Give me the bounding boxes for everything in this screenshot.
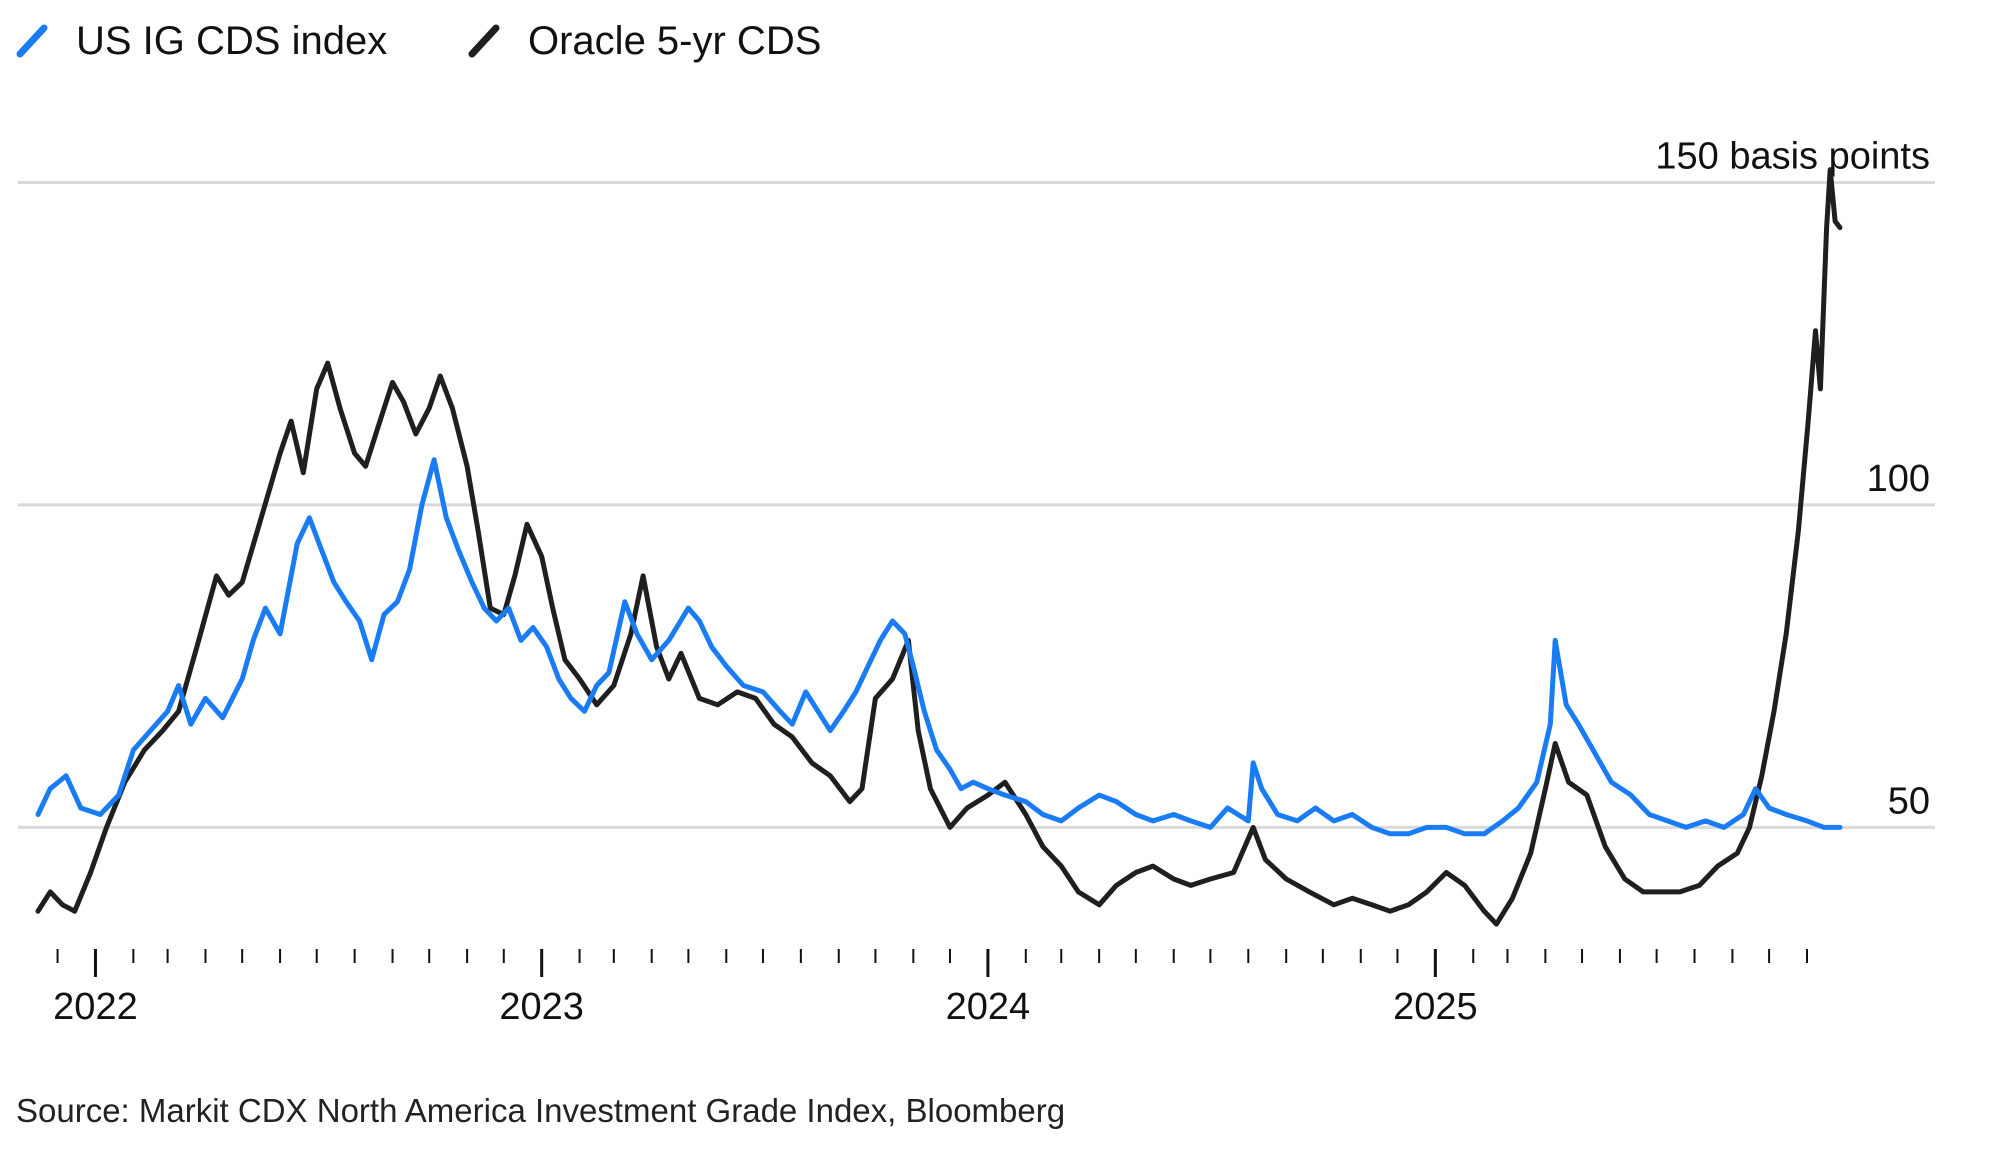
legend-label-us-ig: US IG CDS index: [76, 19, 387, 63]
y-axis-labels: 50 100 150 basis points: [1655, 135, 1930, 822]
legend-item-us-ig: US IG CDS index: [16, 19, 387, 63]
y-tick-label-150: 150 basis points: [1655, 135, 1930, 177]
legend-item-oracle: Oracle 5-yr CDS: [468, 19, 821, 63]
x-tick-label-2023: 2023: [499, 986, 584, 1028]
x-tick-label-2025: 2025: [1393, 986, 1478, 1028]
legend: US IG CDS index Oracle 5-yr CDS: [16, 19, 821, 63]
legend-swatch-oracle: [468, 24, 500, 58]
x-tick-label-2022: 2022: [53, 986, 138, 1028]
y-tick-label-100: 100: [1867, 458, 1930, 500]
series-line-oracle-5yr-cds: [35, 167, 1843, 927]
y-gridlines: [18, 180, 1935, 829]
x-axis: 2022 2023 2024 2025: [53, 949, 1808, 1028]
legend-swatch-us-ig: [16, 24, 48, 58]
series-lines: [35, 167, 1843, 927]
source-note: Source: Markit CDX North America Investm…: [16, 1092, 1065, 1129]
y-tick-label-50: 50: [1888, 780, 1930, 822]
x-tick-label-2024: 2024: [946, 986, 1031, 1028]
legend-label-oracle: Oracle 5-yr CDS: [528, 19, 821, 63]
series-line-us-ig-cds-index: [35, 457, 1843, 837]
